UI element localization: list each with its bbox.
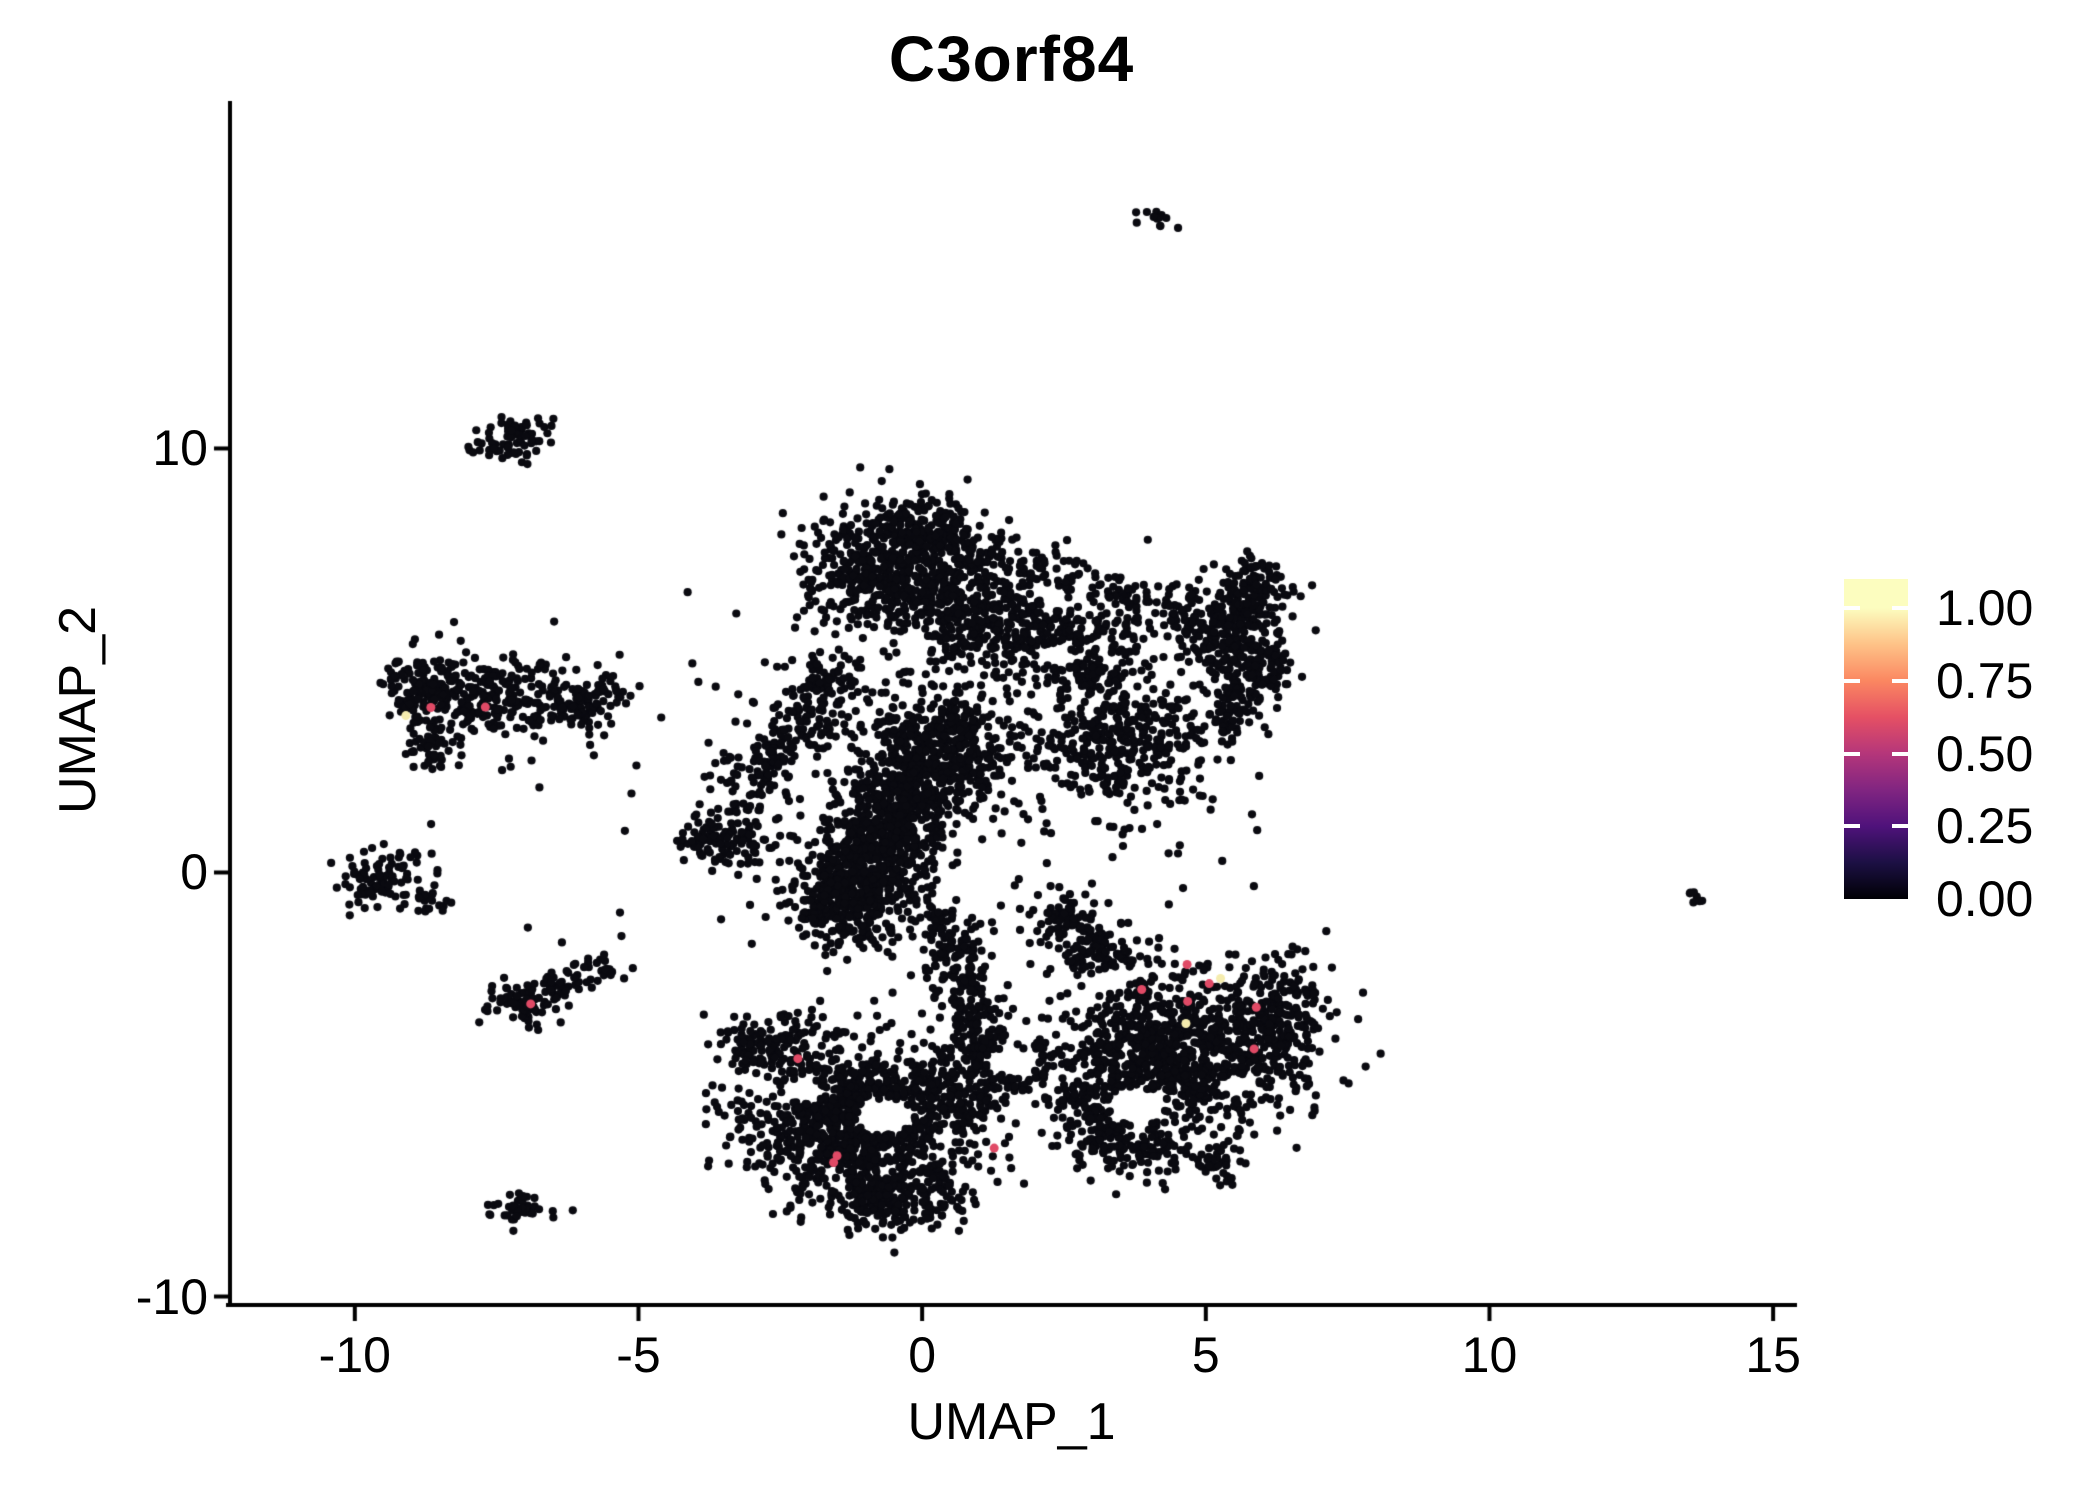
x-tick-label: 0 xyxy=(908,1327,937,1383)
colorbar-tick-label: 0.50 xyxy=(1936,725,2034,782)
colorbar-tick-label: 0.00 xyxy=(1936,871,2034,927)
colorbar-tick-notch xyxy=(1844,678,1860,683)
y-tick-label: -10 xyxy=(135,1268,208,1325)
colorbar-tick-notch xyxy=(1892,606,1908,611)
colorbar-gradient xyxy=(1844,579,1908,899)
colorbar-tick-notch xyxy=(1844,606,1860,611)
x-tick-label: 15 xyxy=(1745,1327,1801,1383)
plot-title: C3orf84 xyxy=(888,23,1135,95)
x-axis-label: UMAP_1 xyxy=(907,1393,1116,1451)
x-tick-label: 10 xyxy=(1461,1327,1518,1383)
y-axis-label: UMAP_2 xyxy=(49,605,107,815)
x-tick-label: -10 xyxy=(318,1327,391,1383)
colorbar-tick-notch xyxy=(1892,824,1908,829)
colorbar-tick-notch xyxy=(1844,751,1860,756)
colorbar-tick-notch xyxy=(1892,751,1908,756)
x-tick-label: 5 xyxy=(1191,1327,1220,1383)
x-tick-label: -5 xyxy=(616,1327,661,1383)
colorbar-tick-label: 1.00 xyxy=(1936,580,2034,637)
colorbar-tick-label: 0.75 xyxy=(1936,652,2034,709)
y-tick-label: 0 xyxy=(180,844,208,901)
colorbar-tick-notch xyxy=(1892,678,1908,683)
colorbar-tick-label: 0.25 xyxy=(1936,798,2034,855)
colorbar-tick-notch xyxy=(1844,824,1860,829)
y-tick-label: 10 xyxy=(152,420,208,477)
